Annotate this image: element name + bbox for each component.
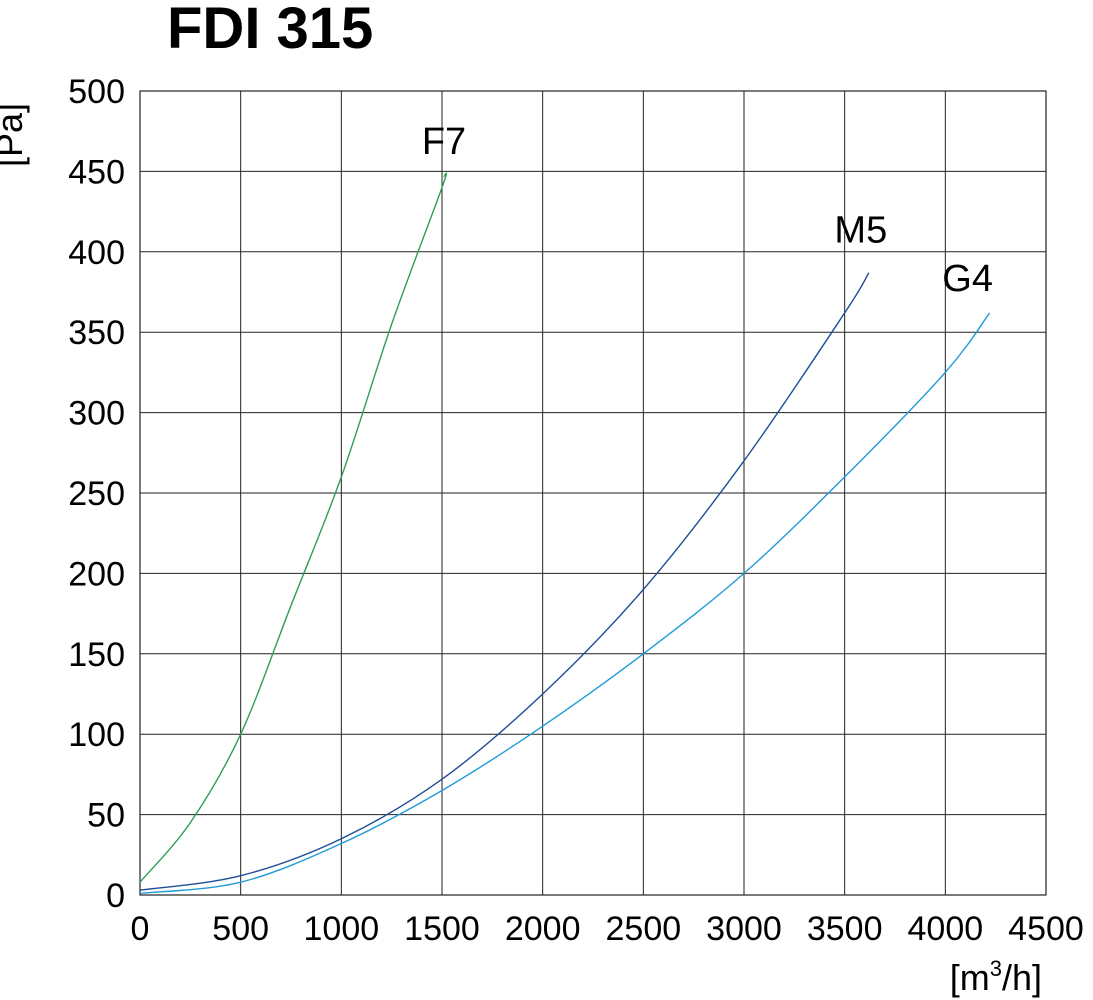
y-tick-label: 350 — [68, 314, 125, 352]
x-tick-label: 1500 — [404, 910, 480, 948]
series-label-m5: M5 — [834, 210, 887, 252]
y-tick-label: 400 — [68, 234, 125, 272]
series-line-f7 — [139, 172, 448, 883]
y-tick-label: 150 — [68, 636, 125, 674]
x-tick-labels: 0 500 1000 1500 2000 2500 3000 3500 4000 4500 — [131, 910, 1084, 948]
x-tick-label: 2500 — [606, 910, 682, 948]
y-tick-label: 250 — [68, 475, 125, 513]
series-label-f7: F7 — [422, 121, 466, 163]
grid — [139, 90, 1047, 896]
series-line-m5 — [139, 272, 870, 891]
series-labels: F7 M5 G4 — [422, 121, 993, 300]
x-tick-label: 4500 — [1008, 910, 1084, 948]
x-tick-label: 3000 — [706, 910, 782, 948]
x-axis-label: [m3/h] — [950, 956, 1042, 998]
y-tick-label: 0 — [106, 877, 125, 915]
x-tick-label: 0 — [131, 910, 150, 948]
y-tick-label: 50 — [87, 797, 125, 835]
y-tick-labels: 0 50 100 150 200 250 300 350 400 450 500 — [68, 73, 125, 915]
y-tick-label: 450 — [68, 153, 125, 191]
y-tick-label: 500 — [68, 73, 125, 111]
y-axis-label: [Pa] — [0, 103, 30, 167]
y-tick-label: 300 — [68, 395, 125, 433]
plot-frame — [139, 90, 1047, 896]
x-tick-label: 2000 — [505, 910, 581, 948]
x-tick-label: 1000 — [304, 910, 380, 948]
y-tick-label: 200 — [68, 555, 125, 593]
series-label-g4: G4 — [942, 258, 993, 300]
x-tick-label: 4000 — [908, 910, 984, 948]
x-tick-label: 3500 — [807, 910, 883, 948]
x-tick-label: 500 — [212, 910, 269, 948]
y-tick-label: 100 — [68, 716, 125, 754]
chart-title: FDI 315 — [167, 0, 373, 61]
series-line-g4 — [139, 312, 991, 895]
series-group — [139, 172, 991, 895]
